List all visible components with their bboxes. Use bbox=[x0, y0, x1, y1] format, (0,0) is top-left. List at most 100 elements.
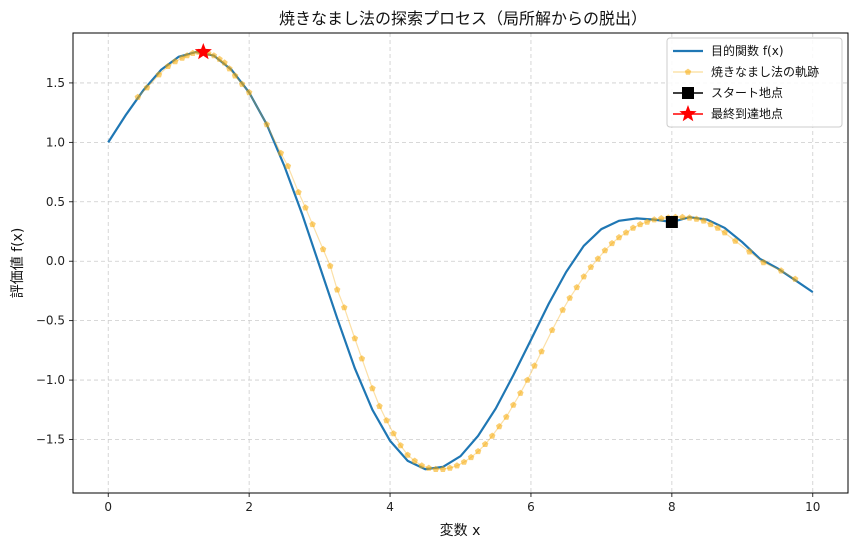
plot-frame bbox=[72, 32, 849, 494]
trajectory-point bbox=[481, 440, 489, 447]
legend-box bbox=[666, 37, 843, 128]
trajectory-point bbox=[432, 465, 440, 472]
trajectory-point bbox=[746, 248, 753, 255]
trajectory-point bbox=[179, 54, 186, 61]
trajectory-point bbox=[732, 237, 739, 244]
trajectory-point bbox=[644, 218, 651, 225]
x-tick-label: 0 bbox=[104, 500, 112, 514]
trajectory-point bbox=[439, 465, 447, 472]
trajectory-point bbox=[594, 255, 602, 262]
trajectory-point bbox=[510, 401, 517, 408]
trajectory-point bbox=[566, 294, 573, 301]
y-tick-label: 0.5 bbox=[46, 195, 65, 209]
trajectory-point bbox=[573, 284, 580, 291]
trajectory-point bbox=[453, 462, 461, 469]
trajectory-point bbox=[263, 121, 270, 128]
x-tick-label: 4 bbox=[386, 500, 394, 514]
trajectory-point bbox=[517, 389, 524, 396]
trajectory-point bbox=[791, 275, 799, 282]
trajectory-point bbox=[693, 215, 700, 222]
trajectory-point bbox=[226, 65, 233, 72]
x-tick-label: 10 bbox=[805, 500, 820, 514]
final-point-marker bbox=[194, 43, 212, 60]
x-tick-label: 6 bbox=[527, 500, 535, 514]
trajectory-point bbox=[216, 55, 223, 62]
trajectory-point bbox=[397, 442, 404, 449]
trajectory-point bbox=[284, 162, 292, 169]
trajectory-point bbox=[376, 402, 383, 409]
trajectory-point bbox=[411, 457, 418, 464]
trajectory-point bbox=[351, 335, 359, 342]
trajectory-point bbox=[651, 216, 658, 223]
trajectory-point bbox=[496, 423, 503, 430]
trajectory-point bbox=[425, 464, 432, 471]
trajectory-point bbox=[319, 245, 327, 253]
trajectory-point bbox=[489, 432, 496, 439]
legend-marker-trajectory bbox=[684, 68, 692, 75]
trajectory-point bbox=[636, 221, 644, 228]
trajectory-point bbox=[622, 229, 630, 236]
trajectory-point bbox=[358, 355, 366, 362]
trajectory-point bbox=[608, 240, 616, 247]
legend-label: 目的関数 f(x) bbox=[711, 43, 784, 58]
trajectory-point bbox=[580, 273, 587, 280]
trajectory-point bbox=[467, 453, 475, 461]
trajectory-point bbox=[760, 259, 767, 266]
trajectory-point bbox=[548, 326, 556, 333]
trajectory-point bbox=[418, 462, 425, 469]
legend-marker-start bbox=[682, 87, 694, 99]
trajectory-point bbox=[601, 247, 609, 254]
trajectory-point bbox=[474, 448, 482, 455]
trajectory-point bbox=[707, 221, 714, 228]
trajectory-point bbox=[721, 229, 728, 236]
trajectory-point bbox=[295, 188, 302, 195]
trajectory-point bbox=[189, 49, 196, 56]
trajectory-point bbox=[404, 451, 411, 458]
trajectory-point bbox=[679, 213, 686, 220]
trajectory-point bbox=[446, 464, 454, 471]
trajectory-point bbox=[714, 224, 721, 231]
trajectory-point bbox=[245, 89, 253, 96]
trajectory-point bbox=[221, 59, 228, 66]
trajectory-point bbox=[277, 149, 285, 156]
trajectory-point bbox=[460, 458, 468, 465]
legend-label: 焼きなまし法の軌跡 bbox=[711, 64, 819, 79]
trajectory-point bbox=[134, 93, 142, 100]
trajectory-point bbox=[171, 58, 179, 65]
y-tick-label: −0.5 bbox=[36, 314, 65, 328]
trajectory-point bbox=[155, 71, 163, 78]
x-tick-label: 8 bbox=[668, 500, 676, 514]
x-axis-label: 変数 x bbox=[440, 522, 481, 539]
legend-label: スタート地点 bbox=[711, 86, 783, 100]
legend-marker-final bbox=[679, 105, 697, 122]
trajectory-point bbox=[559, 306, 566, 313]
trajectory-point bbox=[326, 262, 334, 269]
trajectory-point bbox=[390, 430, 397, 437]
trajectory-point bbox=[231, 72, 239, 79]
y-tick-label: 1.5 bbox=[46, 76, 65, 90]
trajectory-point bbox=[302, 204, 309, 211]
x-tick-label: 2 bbox=[245, 500, 253, 514]
axis-ticks: 0 2 4 6 8 10 −1.5 −1.0 −0.5 0.0 0.5 1.0 1.5 bbox=[36, 76, 821, 514]
trajectory-point bbox=[143, 84, 151, 91]
trajectory-point bbox=[700, 217, 707, 224]
trajectory-point bbox=[686, 214, 693, 221]
legend-label: 最終到達地点 bbox=[711, 106, 783, 121]
y-axis-label: 評価値 f(x) bbox=[10, 228, 26, 299]
trajectory-point bbox=[503, 413, 510, 420]
trajectory-point bbox=[629, 224, 637, 231]
chart-title: 焼きなまし法の探索プロセス（局所解からの脱出） bbox=[279, 9, 647, 28]
y-tick-label: 1.0 bbox=[46, 135, 65, 149]
trajectory-point bbox=[309, 221, 316, 228]
trajectory-point bbox=[531, 362, 538, 369]
trajectory-point bbox=[210, 52, 218, 59]
trajectory-point bbox=[238, 80, 246, 87]
trajectory-point bbox=[777, 267, 785, 274]
trajectory-point bbox=[538, 348, 545, 355]
y-tick-label: 0.0 bbox=[46, 254, 65, 268]
plot-series bbox=[107, 43, 814, 472]
trajectory-point bbox=[369, 385, 376, 392]
trajectory-point bbox=[383, 417, 390, 424]
